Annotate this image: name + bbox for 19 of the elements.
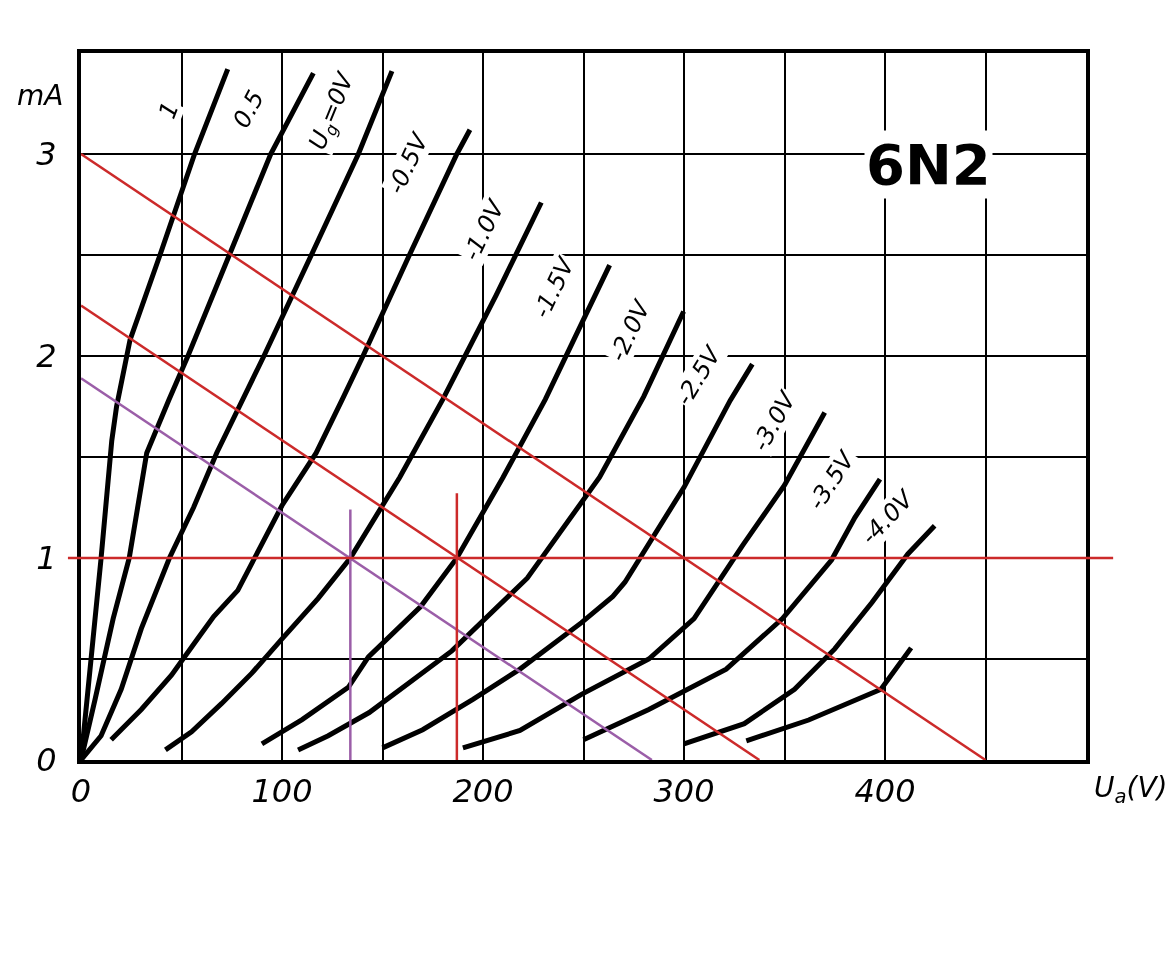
x-tick-label: 300: [653, 772, 715, 811]
text: 1: [153, 97, 185, 123]
x-axis-title: U$_{a}$(V): [1094, 771, 1168, 808]
y-axis-title: mA: [17, 79, 64, 112]
y-tick-label: 1: [36, 539, 57, 578]
x-tick-label: 0: [70, 772, 92, 811]
text: -1.5V: [527, 252, 581, 323]
text: 6N2: [866, 132, 991, 197]
y-tick-label: 0: [36, 741, 57, 780]
x-tick-label: 400: [854, 772, 916, 811]
text: -3.0V: [746, 385, 803, 457]
text: -1.0V: [457, 194, 511, 266]
text: 0.5: [227, 85, 270, 133]
y-tick-label: 3: [36, 135, 57, 174]
text: -0.5V: [381, 127, 435, 199]
text: -2.0V: [603, 295, 657, 366]
y-tick-label: 2: [36, 337, 57, 376]
x-tick-label: 200: [452, 772, 514, 811]
x-tick-label: 100: [251, 772, 313, 811]
